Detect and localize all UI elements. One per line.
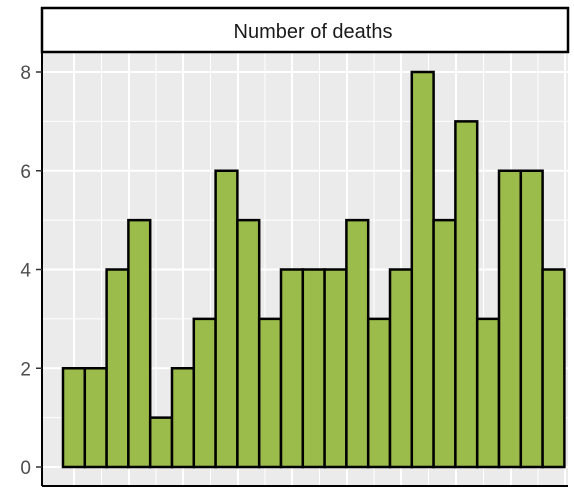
bar: [541, 268, 566, 469]
bar: [279, 268, 305, 469]
bar: [83, 367, 108, 469]
y-tick-label: 6: [20, 162, 31, 183]
facet-strip: Number of deaths: [40, 6, 570, 54]
bar: [432, 218, 457, 469]
bar: [497, 169, 523, 469]
bar: [301, 268, 326, 469]
bars: [61, 70, 566, 469]
bar: [105, 268, 130, 469]
y-tick-label: 0: [20, 458, 31, 479]
bar: [257, 317, 283, 469]
bar: [61, 367, 87, 469]
bar: [345, 218, 370, 469]
chart-title: Number of deaths: [234, 21, 393, 43]
bar: [388, 268, 414, 469]
bar: [127, 218, 152, 469]
bar: [519, 169, 544, 469]
bar: [323, 268, 348, 469]
bar: [236, 218, 261, 469]
bar: [454, 120, 479, 469]
y-tick-label: 2: [20, 359, 31, 380]
bar: [192, 317, 217, 469]
bar: [475, 317, 501, 469]
bar: [214, 169, 239, 469]
y-tick-label: 8: [20, 63, 31, 84]
bar: [410, 70, 435, 469]
bar: [170, 367, 196, 469]
bar: [366, 317, 392, 469]
bar: [148, 416, 174, 469]
y-tick-label: 4: [20, 261, 31, 282]
y-axis: 0 2 4 6 8: [20, 52, 43, 486]
